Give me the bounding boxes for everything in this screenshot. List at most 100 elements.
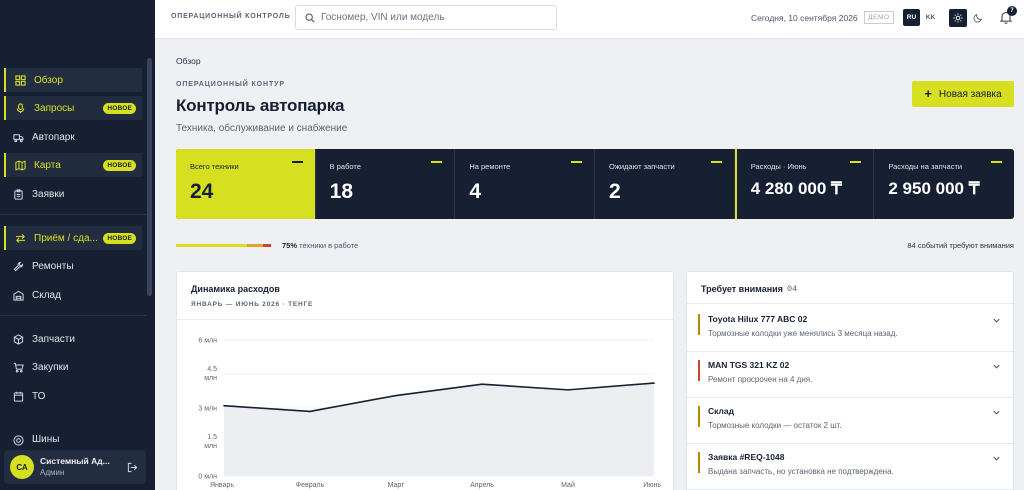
top-bar: ОПЕРАЦИОННЫЙ КОНТРОЛЬ Сегодня, 10 сентяб… bbox=[155, 0, 1024, 39]
new-request-button[interactable]: + Новая заявка bbox=[912, 81, 1014, 107]
sidebar-item-label: Запросы bbox=[34, 102, 75, 114]
area-fill bbox=[224, 383, 654, 476]
user-profile[interactable]: СА Системный Ад... Админ bbox=[4, 450, 146, 484]
attention-card: Требует внимания 04 Toyota Hilux 777 ABC… bbox=[686, 271, 1014, 490]
search-input[interactable] bbox=[321, 12, 541, 23]
lang-ru-button[interactable]: RU bbox=[903, 9, 920, 26]
new-request-label: Новая заявка bbox=[938, 88, 1002, 100]
data-point bbox=[223, 404, 225, 407]
attention-item[interactable]: Заявка #REQ-1048 Выдана запчасть, но уст… bbox=[687, 444, 1013, 490]
demo-badge: ДЕМО bbox=[864, 11, 894, 24]
kpi-expenses-june[interactable]: Расходы · Июнь 4 280 000 ₸ bbox=[734, 149, 875, 219]
progress-note: 75% техники в работе bbox=[282, 241, 358, 250]
kpi-label: Ожидают запчасти bbox=[609, 162, 675, 171]
kpi-in-operation[interactable]: В работе 18 bbox=[316, 149, 456, 219]
progress-percent: 75% bbox=[282, 241, 298, 250]
kpi-value: 4 bbox=[469, 180, 482, 203]
chart-title: Динамика расходов bbox=[191, 284, 280, 294]
minus-icon bbox=[850, 161, 862, 163]
page-subtitle: Техника, обслуживание и снабжение bbox=[176, 123, 348, 134]
kpi-label: Расходы на запчасти bbox=[888, 162, 963, 171]
sidebar-item-maintenance[interactable]: ТО bbox=[4, 384, 142, 408]
sidebar-item-purchases[interactable]: Закупки bbox=[4, 355, 142, 379]
severity-marker bbox=[698, 452, 700, 473]
sidebar-item-label: Обзор bbox=[34, 74, 63, 86]
moon-icon bbox=[973, 14, 982, 23]
sidebar-item-label: Автопарк bbox=[32, 131, 75, 143]
sidebar-item-parts[interactable]: Запчасти bbox=[4, 327, 142, 351]
truck-icon bbox=[12, 131, 24, 143]
kpi-parts-expenses[interactable]: Расходы на запчасти 2 950 000 ₸ bbox=[874, 149, 1014, 219]
new-badge: НОВОЕ bbox=[103, 102, 136, 114]
chevron-down-icon[interactable] bbox=[992, 454, 1001, 463]
sidebar-item-map[interactable]: Карта НОВОЕ bbox=[4, 153, 142, 177]
microphone-icon bbox=[14, 102, 26, 114]
chevron-down-icon[interactable] bbox=[992, 316, 1001, 325]
sidebar-item-overview[interactable]: Обзор bbox=[4, 68, 142, 92]
fleet-progress-bar bbox=[176, 244, 271, 247]
breadcrumb[interactable]: Обзор bbox=[176, 56, 201, 66]
sidebar-item-tires[interactable]: Шины bbox=[4, 428, 142, 446]
sidebar-item-label: Закупки bbox=[32, 361, 69, 373]
expenses-chart-card: Динамика расходов ЯНВАРЬ — ИЮНЬ 2026 · Т… bbox=[176, 271, 674, 490]
kpi-value: 18 bbox=[329, 180, 354, 203]
minus-icon bbox=[291, 161, 303, 163]
sidebar-item-requests[interactable]: Запросы НОВОЕ bbox=[4, 96, 142, 120]
attention-item[interactable]: MAN TGS 321 KZ 02 Ремонт просрочен на 4 … bbox=[687, 352, 1013, 398]
severity-marker bbox=[698, 406, 700, 427]
search-icon bbox=[305, 12, 315, 23]
expenses-chart: 0 млн 1.5 млн 3 млн 4.5 млн 6 млн Январь Февраль… bbox=[198, 338, 661, 490]
dark-theme-button[interactable] bbox=[969, 9, 987, 27]
sidebar-item-label: Карта bbox=[34, 159, 61, 171]
chevron-down-icon[interactable] bbox=[992, 362, 1001, 371]
chevron-down-icon[interactable] bbox=[992, 408, 1001, 417]
chart-subtitle: ЯНВАРЬ — ИЮНЬ 2026 · ТЕНГЕ bbox=[191, 301, 314, 308]
sidebar-item-warehouse[interactable]: Склад bbox=[4, 283, 142, 307]
kpi-value: 24 bbox=[190, 180, 214, 203]
x-tick-label: Май bbox=[561, 481, 575, 489]
data-point bbox=[567, 389, 569, 391]
x-tick-label: Март bbox=[388, 482, 406, 489]
sidebar-item-orders[interactable]: Заявки bbox=[4, 182, 142, 206]
notification-count: 7 bbox=[1007, 6, 1017, 16]
lang-kk-button[interactable]: KK bbox=[925, 14, 936, 21]
sidebar-item-fleet[interactable]: Автопарк bbox=[4, 125, 142, 149]
y-tick-label: 4.5 bbox=[207, 366, 217, 373]
progress-segment-working bbox=[176, 244, 248, 247]
severity-marker bbox=[698, 360, 700, 381]
user-role: Админ bbox=[40, 468, 65, 477]
tire-icon bbox=[12, 434, 24, 446]
divider bbox=[177, 319, 673, 320]
attention-item[interactable]: Toyota Hilux 777 ABC 02 Тормозные колодк… bbox=[687, 306, 1013, 352]
search-box[interactable] bbox=[295, 5, 557, 30]
data-point bbox=[653, 382, 655, 384]
divider bbox=[687, 303, 1013, 304]
light-theme-button[interactable] bbox=[949, 9, 967, 27]
kpi-awaiting-parts[interactable]: Ожидают запчасти 2 bbox=[595, 149, 735, 219]
data-point bbox=[395, 394, 397, 397]
sidebar-item-label: Заявки bbox=[32, 188, 65, 200]
avatar: СА bbox=[10, 455, 34, 479]
attention-title: Требует внимания bbox=[701, 284, 783, 294]
kpi-total-vehicles[interactable]: Всего техники 24 bbox=[176, 149, 316, 219]
new-badge: НОВОЕ bbox=[103, 232, 136, 244]
clipboard-icon bbox=[12, 188, 24, 200]
logout-icon[interactable] bbox=[127, 462, 138, 473]
user-name: Системный Ад... bbox=[40, 456, 110, 466]
sidebar-item-repairs[interactable]: Ремонты bbox=[4, 254, 142, 278]
plus-icon: + bbox=[924, 86, 932, 101]
sidebar-item-handover[interactable]: Приём / сда... НОВОЕ bbox=[4, 226, 142, 250]
sidebar-scrollbar[interactable] bbox=[147, 58, 152, 296]
sidebar-item-label: Склад bbox=[32, 289, 61, 301]
kpi-value: 2 bbox=[609, 180, 621, 203]
events-note: 84 событий требуют внимания bbox=[907, 241, 1014, 250]
attention-item[interactable]: Склад Тормозные колодки — остаток 2 шт. bbox=[687, 398, 1013, 444]
data-point bbox=[481, 383, 483, 385]
swap-icon bbox=[14, 232, 26, 244]
y-tick-label: 3 млн bbox=[198, 406, 217, 413]
kpi-in-repair[interactable]: На ремонте 4 bbox=[455, 149, 596, 219]
data-point bbox=[309, 410, 311, 413]
minus-icon bbox=[710, 161, 722, 163]
minus-icon bbox=[991, 161, 1003, 163]
severity-marker bbox=[698, 314, 700, 335]
